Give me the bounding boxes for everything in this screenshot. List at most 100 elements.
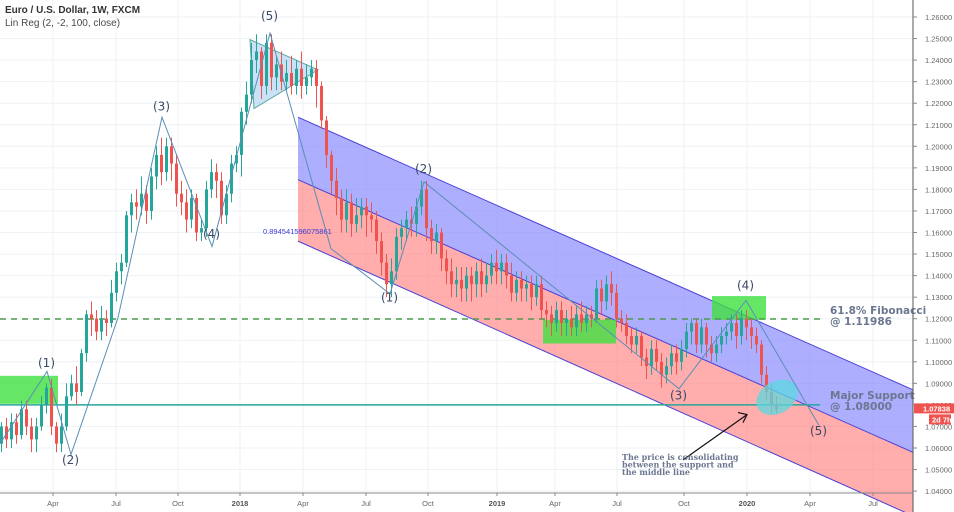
fibonacci-value: @ 1.11986 — [830, 316, 892, 328]
candle-up — [740, 318, 743, 336]
candle-down — [550, 314, 553, 324]
price-tick-label: 1.16000 — [925, 229, 952, 238]
candle-down — [380, 241, 383, 263]
candle-up — [720, 335, 723, 345]
countdown-value: 2d 7h — [932, 415, 952, 424]
wave-label: (1) — [381, 290, 398, 304]
candle-down — [160, 154, 163, 173]
wave-label: (5) — [261, 9, 278, 23]
wave-label: (4) — [203, 227, 220, 241]
green-zone-box — [543, 319, 616, 344]
current-price-badge — [914, 403, 954, 414]
candle-up — [685, 331, 688, 349]
candle-up — [10, 422, 13, 440]
wave-label: (2) — [62, 453, 79, 467]
candle-down — [175, 163, 178, 194]
candle-down — [675, 353, 678, 362]
candle-down — [15, 422, 18, 436]
candle-up — [400, 228, 403, 237]
candle-down — [760, 344, 763, 375]
candle-up — [515, 279, 518, 293]
price-tick-label: 1.06000 — [925, 444, 952, 453]
candle-up — [360, 206, 363, 216]
candle-down — [600, 288, 603, 302]
candle-down — [260, 51, 263, 86]
symbol-title[interactable]: Euro / U.S. Dollar, 1W, FXCM — [5, 5, 141, 16]
candle-up — [465, 275, 468, 289]
candle-down — [660, 361, 663, 375]
candle-up — [555, 310, 558, 324]
deviation-label: 0.894541596075861 — [263, 227, 332, 236]
price-tick-label: 1.05000 — [925, 466, 952, 475]
candle-up — [490, 262, 493, 276]
candle-down — [460, 279, 463, 289]
wave-label: (3) — [670, 389, 687, 403]
candle-up — [595, 288, 598, 319]
candle-down — [450, 271, 453, 285]
candle-up — [240, 111, 243, 155]
candle-up — [40, 404, 43, 427]
candle-down — [480, 271, 483, 285]
indicator-label[interactable]: Lin Reg (2, -2, 100, close) — [5, 18, 121, 29]
candle-up — [680, 348, 683, 362]
price-tick-label: 1.19000 — [925, 164, 952, 173]
candle-down — [505, 262, 508, 276]
price-tick-label: 1.04000 — [925, 487, 952, 496]
candle-down — [105, 318, 108, 324]
consolidation-circle — [756, 379, 798, 416]
candle-down — [325, 120, 328, 155]
channel-line — [297, 179, 914, 453]
candle-up — [110, 292, 113, 324]
candle-up — [730, 323, 733, 332]
candle-down — [495, 262, 498, 272]
candle-up — [405, 219, 408, 229]
candle-down — [270, 42, 273, 78]
candle-up — [100, 318, 103, 332]
price-tick-label: 1.14000 — [925, 272, 952, 281]
candle-down — [705, 327, 708, 345]
current-price-value: 1.07838 — [923, 404, 950, 413]
candle-down — [50, 387, 53, 427]
time-tick-label: 2019 — [489, 499, 506, 508]
candle-down — [290, 73, 293, 86]
candle-down — [580, 314, 583, 324]
candle-down — [365, 206, 368, 216]
candle-up — [420, 189, 423, 207]
candle-up — [80, 353, 83, 392]
candle-up — [650, 348, 653, 367]
candle-down — [655, 348, 658, 362]
time-tick-label: Apr — [47, 499, 59, 508]
candle-up — [690, 323, 693, 332]
candle-down — [90, 314, 93, 319]
time-tick-label: Jul — [612, 499, 622, 508]
price-tick-label: 1.25000 — [925, 35, 952, 44]
candle-down — [330, 154, 333, 181]
candle-up — [565, 318, 568, 324]
candle-up — [305, 77, 308, 86]
candle-up — [285, 73, 288, 82]
candle-down — [610, 284, 613, 293]
chart-legend: Euro / U.S. Dollar, 1W, FXCM Lin Reg (2,… — [5, 4, 140, 30]
price-axis[interactable]: 1.26000 1.25000 1.24000 1.23000 1.22000 1.210… — [912, 0, 954, 512]
wave-label: (5) — [810, 424, 827, 438]
candle-up — [115, 271, 118, 293]
candle-up — [20, 409, 23, 436]
time-tick-label: 2020 — [739, 499, 756, 508]
candle-down — [755, 335, 758, 345]
time-axis[interactable]: Apr Jul Oct 2018 Apr Jul Oct 2019 Apr Jul Oct 2020 A… — [0, 492, 913, 508]
candle-up — [190, 198, 193, 220]
candle-down — [445, 258, 448, 272]
candle-down — [520, 279, 523, 289]
time-tick-label: Jul — [361, 499, 371, 508]
candle-down — [145, 193, 148, 211]
time-tick-label: Apr — [297, 499, 309, 508]
price-tick-label: 1.26000 — [925, 13, 952, 22]
candle-down — [570, 318, 573, 328]
price-tick-label: 1.10000 — [925, 358, 952, 367]
candle-down — [750, 327, 753, 336]
wave-label: (3) — [153, 100, 170, 114]
candle-up — [535, 284, 538, 298]
price-tick-label: 1.24000 — [925, 56, 952, 65]
candle-up — [585, 314, 588, 324]
